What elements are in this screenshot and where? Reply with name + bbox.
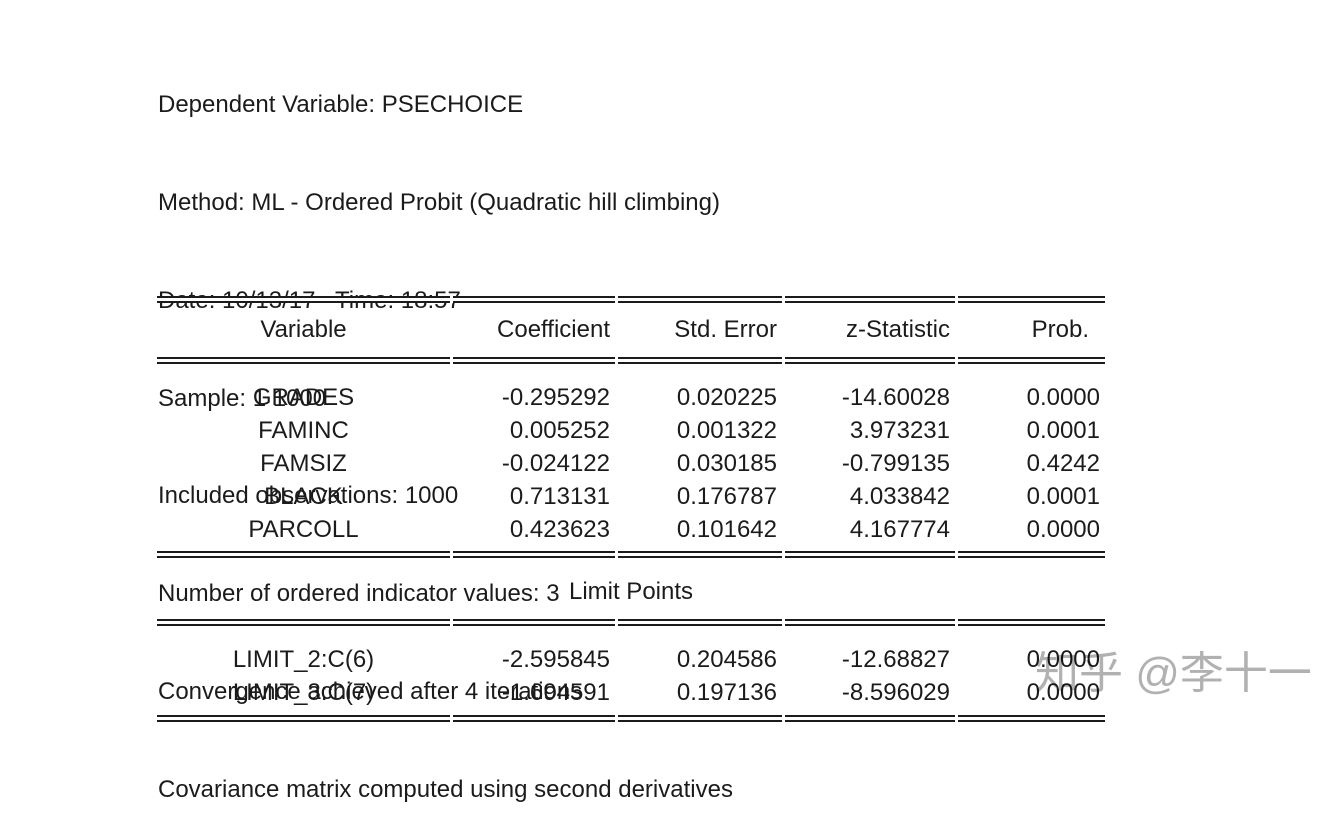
table-row: BLACK 0.713131 0.176787 4.033842 0.0001 — [157, 480, 1105, 513]
cell-z-statistic: -12.68827 — [841, 645, 950, 673]
rule-gap — [782, 551, 785, 558]
rule-gap — [782, 357, 785, 364]
double-rule-top — [157, 296, 1105, 303]
rule-gap — [450, 551, 453, 558]
cell-coefficient: 0.005252 — [509, 416, 610, 444]
cell-variable: LIMIT_3:C(7) — [232, 678, 375, 706]
cell-coefficient: -1.694591 — [501, 678, 610, 706]
table-row: GRADES -0.295292 0.020225 -14.60028 0.00… — [157, 381, 1105, 414]
rule-gap — [450, 619, 453, 626]
rule-mid — [157, 359, 1105, 362]
cell-coefficient: -2.595845 — [501, 645, 610, 673]
double-rule-above-limit-title — [157, 551, 1105, 558]
cell-variable: GRADES — [252, 383, 355, 411]
cell-prob: 0.0000 — [1026, 515, 1100, 543]
cell-variable: PARCOLL — [248, 515, 359, 543]
cell-z-statistic: -0.799135 — [841, 449, 950, 477]
cell-z-statistic: -8.596029 — [841, 678, 950, 706]
table-row: LIMIT_2:C(6) -2.595845 0.204586 -12.6882… — [157, 643, 1105, 676]
cell-std-error: 0.020225 — [676, 383, 777, 411]
rule-gap — [782, 619, 785, 626]
summary-line-included-observations: Included observations: 1000 — [158, 482, 459, 510]
cell-coefficient: -0.295292 — [501, 383, 610, 411]
column-header-coefficient: Coefficient — [497, 316, 610, 343]
table-header-row: Variable Coefficient Std. Error z-Statis… — [157, 303, 1105, 357]
rule-gap — [955, 551, 958, 558]
double-rule-bottom — [157, 715, 1105, 722]
column-header-prob: Prob. — [1031, 316, 1089, 343]
cell-std-error: 0.197136 — [676, 678, 777, 706]
table-row: LIMIT_3:C(7) -1.694591 0.197136 -8.59602… — [157, 676, 1105, 709]
summary-line-dependent-variable: Dependent Variable: PSECHOICE — [158, 91, 524, 119]
table-row: PARCOLL 0.423623 0.101642 4.167774 0.000… — [157, 513, 1105, 546]
table-row: FAMINC 0.005252 0.001322 3.973231 0.0001 — [157, 414, 1105, 447]
double-rule-below-header — [157, 357, 1105, 364]
cell-prob: 0.0000 — [1026, 383, 1100, 411]
double-rule-below-limit-title — [157, 619, 1105, 626]
cell-std-error: 0.101642 — [676, 515, 777, 543]
cell-z-statistic: 3.973231 — [849, 416, 950, 444]
cell-variable: FAMSIZ — [260, 449, 347, 477]
cell-prob: 0.0001 — [1026, 416, 1100, 444]
limit-points-section: LIMIT_2:C(6) -2.595845 0.204586 -12.6882… — [157, 626, 1105, 715]
limit-points-title: Limit Points — [568, 577, 694, 605]
cell-z-statistic: -14.60028 — [841, 383, 950, 411]
rule-gap — [615, 619, 618, 626]
cell-coefficient: 0.423623 — [509, 515, 610, 543]
cell-std-error: 0.176787 — [676, 482, 777, 510]
rule-gap — [450, 715, 453, 722]
rule-gap — [955, 715, 958, 722]
results-table: Variable Coefficient Std. Error z-Statis… — [157, 296, 1105, 722]
cell-z-statistic: 4.167774 — [849, 515, 950, 543]
rule-gap — [782, 715, 785, 722]
coefficients-section: GRADES -0.295292 0.020225 -14.60028 0.00… — [157, 364, 1105, 551]
cell-prob: 0.0000 — [1026, 645, 1100, 673]
cell-coefficient: -0.024122 — [501, 449, 610, 477]
cell-coefficient: 0.713131 — [509, 482, 610, 510]
rule-gap — [450, 296, 453, 303]
cell-prob: 0.0001 — [1026, 482, 1100, 510]
rule-mid — [157, 717, 1105, 720]
cell-z-statistic: 4.033842 — [849, 482, 950, 510]
table-row: FAMSIZ -0.024122 0.030185 -0.799135 0.42… — [157, 447, 1105, 480]
rule-gap — [615, 551, 618, 558]
rule-gap — [782, 296, 785, 303]
cell-variable: FAMINC — [258, 416, 349, 444]
rule-mid — [157, 553, 1105, 556]
summary-line-indicator-values: Number of ordered indicator values: 3 — [158, 580, 560, 608]
cell-std-error: 0.204586 — [676, 645, 777, 673]
rule-gap — [955, 357, 958, 364]
rule-gap — [615, 715, 618, 722]
column-header-variable: Variable — [260, 316, 347, 343]
rule-gap — [955, 619, 958, 626]
cell-std-error: 0.001322 — [676, 416, 777, 444]
cell-variable: LIMIT_2:C(6) — [232, 645, 375, 673]
rule-gap — [955, 296, 958, 303]
limit-points-title-row: Limit Points — [157, 558, 1105, 619]
rule-gap — [615, 296, 618, 303]
summary-line-method: Method: ML - Ordered Probit (Quadratic h… — [158, 188, 720, 216]
summary-line-sample: Sample: 1 1000 — [158, 384, 327, 412]
summary-line-convergence: Convergence achieved after 4 iterations — [158, 677, 583, 705]
summary-line-covariance: Covariance matrix computed using second … — [158, 775, 733, 803]
cell-prob: 0.4242 — [1026, 449, 1100, 477]
cell-variable: BLACK — [264, 482, 343, 510]
rule-mid — [157, 298, 1105, 301]
rule-gap — [450, 357, 453, 364]
column-header-std-error: Std. Error — [674, 316, 777, 343]
rule-gap — [615, 357, 618, 364]
column-header-z-statistic: z-Statistic — [845, 316, 950, 343]
cell-std-error: 0.030185 — [676, 449, 777, 477]
rule-mid — [157, 621, 1105, 624]
cell-prob: 0.0000 — [1026, 678, 1100, 706]
